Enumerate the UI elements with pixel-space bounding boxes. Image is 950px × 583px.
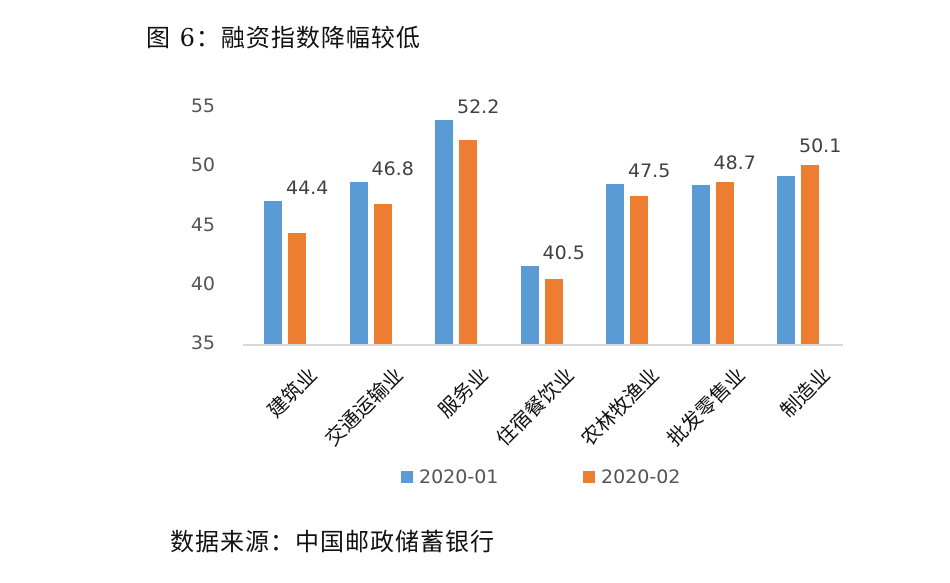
y-tick-label: 40: [190, 272, 215, 295]
y-tick-label: 35: [190, 332, 215, 354]
data-label: 46.8: [371, 157, 414, 180]
data-source-note: 数据来源：中国邮政储蓄银行: [170, 528, 495, 556]
x-category-label: 建筑业: [262, 362, 322, 423]
figure-title: 图 6：融资指数降幅较低: [146, 24, 421, 52]
legend-label: 2020-02: [601, 466, 681, 488]
bar-2020-01: [435, 120, 453, 344]
bar-2020-02: [715, 181, 734, 344]
y-tick-label: 50: [190, 154, 215, 177]
bar-2020-01: [520, 265, 539, 344]
bar-2020-02: [544, 278, 563, 344]
data-label: 52.2: [457, 96, 500, 119]
data-label: 50.1: [799, 135, 842, 158]
bar-2020-02: [373, 204, 392, 344]
data-label: 40.5: [542, 241, 585, 264]
bar-2020-02: [801, 165, 819, 344]
bar-2020-01: [777, 175, 795, 344]
data-label: 47.5: [628, 160, 671, 183]
bar-2020-02: [459, 140, 477, 344]
x-category-label: 服务业: [433, 362, 493, 423]
x-category-label: 交通运输业: [319, 362, 408, 451]
data-label: 44.4: [286, 176, 329, 199]
bar-2020-02: [288, 232, 306, 344]
bar-2020-01: [691, 185, 710, 344]
x-category-label: 批发零售业: [661, 362, 750, 451]
data-label: 48.7: [713, 151, 756, 174]
legend-swatch-icon: [401, 471, 413, 483]
bar-2020-01: [264, 200, 282, 344]
y-tick-label: 55: [190, 95, 215, 117]
bar-2020-01: [349, 181, 368, 344]
bar-2020-01: [606, 184, 624, 344]
x-axis-line: [243, 344, 843, 346]
x-category-label: 农林牧渔业: [576, 362, 664, 451]
legend-item-2020-02: 2020-02: [583, 466, 680, 488]
x-category-label: 住宿餐饮业: [490, 362, 579, 451]
legend-swatch-icon: [583, 471, 595, 483]
legend-item-2020-01: 2020-01: [401, 466, 498, 488]
x-category-label: 制造业: [775, 362, 835, 423]
y-tick-label: 45: [190, 213, 215, 236]
bar-2020-02: [630, 195, 648, 344]
legend-label: 2020-01: [419, 466, 499, 488]
